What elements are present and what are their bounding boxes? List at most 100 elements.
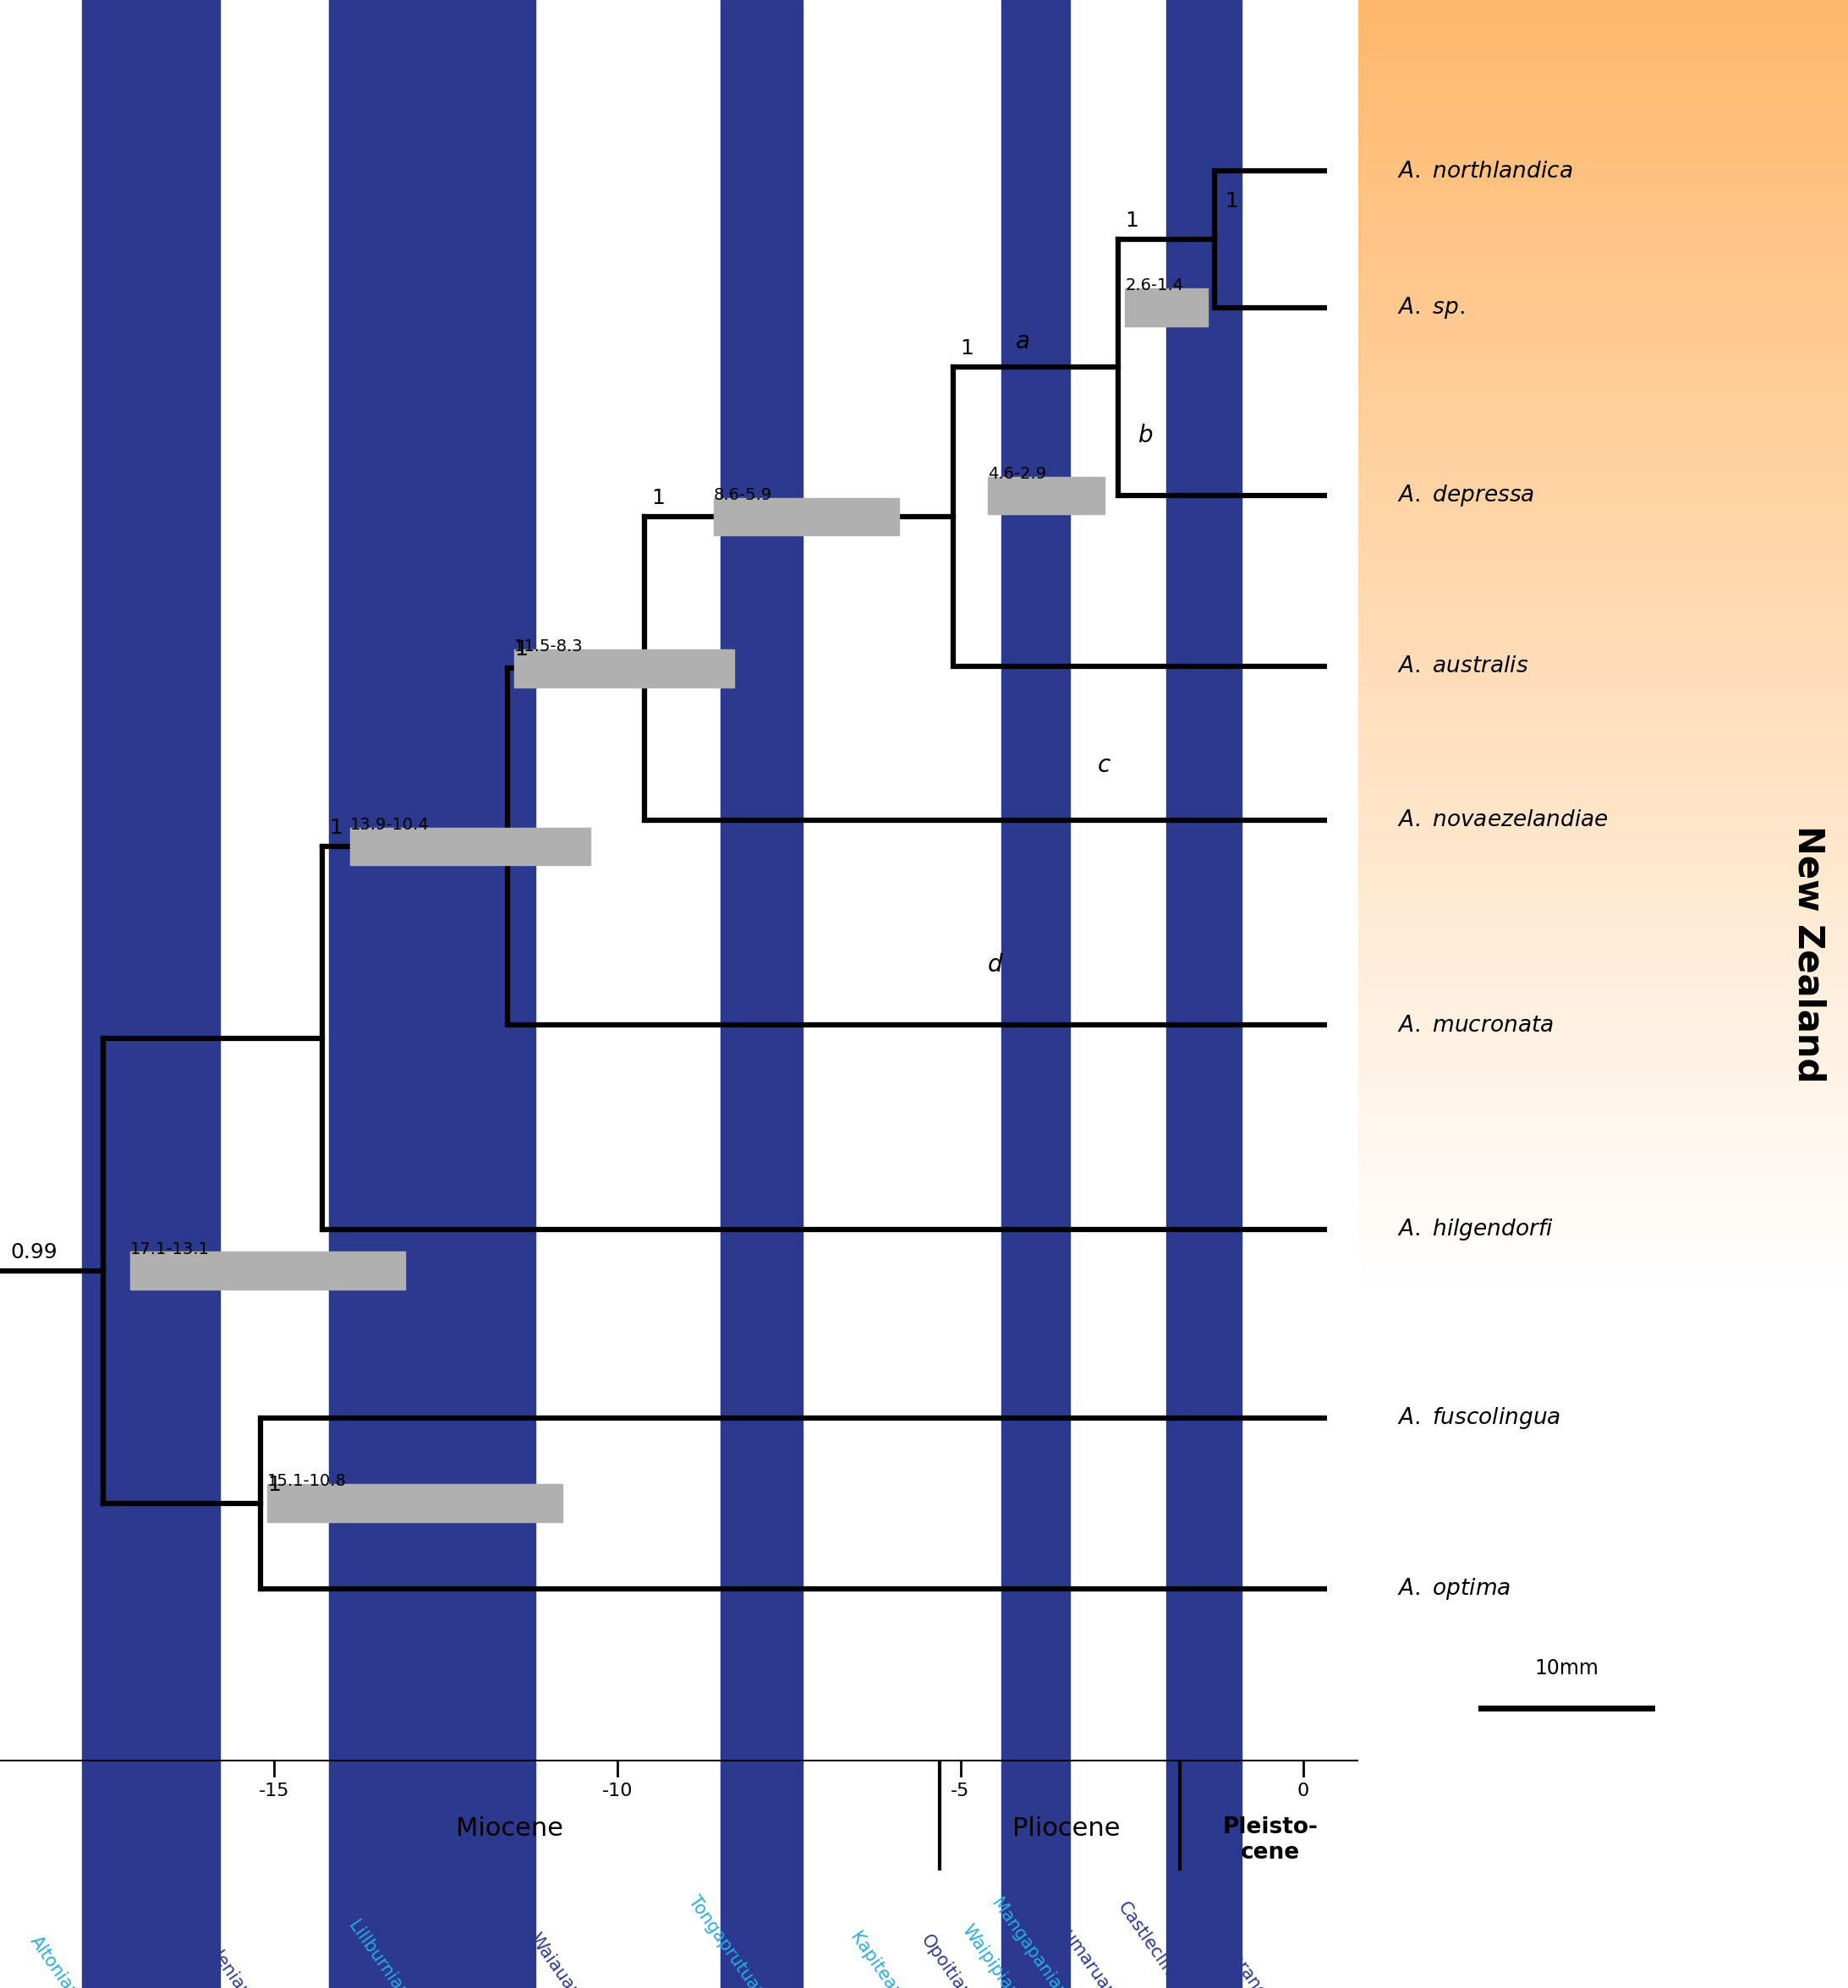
- Bar: [1358, 1123, 1848, 1133]
- Bar: [1358, 248, 1848, 258]
- Bar: [1358, 298, 1848, 308]
- Bar: [1358, 139, 1848, 149]
- Bar: [1358, 1600, 1848, 1610]
- Bar: [1358, 845, 1848, 855]
- Bar: [1358, 1382, 1848, 1392]
- Bar: [1358, 239, 1848, 248]
- Bar: [1358, 119, 1848, 129]
- Bar: [1358, 219, 1848, 229]
- Bar: [1358, 1779, 1848, 1789]
- Bar: [1002, 0, 1070, 1759]
- Bar: [1358, 89, 1848, 99]
- Bar: [1358, 1531, 1848, 1541]
- Bar: [1358, 1233, 1848, 1242]
- Bar: [1358, 666, 1848, 676]
- Bar: [1358, 457, 1848, 467]
- Bar: [721, 0, 802, 1759]
- Bar: [1358, 1451, 1848, 1461]
- Bar: [1358, 0, 1848, 10]
- Text: 15.1-10.8: 15.1-10.8: [268, 1473, 347, 1489]
- Bar: [1358, 1859, 1848, 1869]
- Bar: [1358, 1680, 1848, 1690]
- Bar: [1358, 1421, 1848, 1431]
- Bar: [1358, 1511, 1848, 1521]
- Text: $\it{A.\ novaezelandiae}$: $\it{A.\ novaezelandiae}$: [1397, 809, 1610, 831]
- Bar: [1358, 775, 1848, 785]
- Bar: [1358, 1889, 1848, 1899]
- Bar: [1358, 368, 1848, 378]
- Bar: [1358, 437, 1848, 447]
- Bar: [1358, 1839, 1848, 1849]
- Bar: [83, 0, 220, 1759]
- Bar: [1358, 348, 1848, 358]
- Bar: [1358, 497, 1848, 507]
- Text: Opoitian: Opoitian: [917, 1932, 974, 1988]
- Bar: [1358, 1899, 1848, 1908]
- Bar: [1358, 835, 1848, 845]
- Bar: [1358, 1571, 1848, 1580]
- Text: -15: -15: [259, 1781, 290, 1799]
- Bar: [1358, 686, 1848, 696]
- Bar: [1358, 646, 1848, 656]
- Bar: [1358, 338, 1848, 348]
- Bar: [1358, 1710, 1848, 1720]
- Bar: [1358, 755, 1848, 765]
- Text: Pliocene: Pliocene: [1013, 1817, 1120, 1841]
- Bar: [721, 1759, 802, 1988]
- Bar: [1358, 606, 1848, 616]
- Bar: [1358, 1849, 1848, 1859]
- Bar: [1358, 547, 1848, 557]
- Bar: [1358, 159, 1848, 169]
- Bar: [1358, 209, 1848, 219]
- Text: 1: 1: [514, 640, 529, 660]
- Bar: [1358, 80, 1848, 89]
- Bar: [1358, 865, 1848, 875]
- Bar: [1358, 30, 1848, 40]
- Bar: [1358, 318, 1848, 328]
- Bar: [1358, 179, 1848, 189]
- Bar: [1358, 1928, 1848, 1938]
- Text: Nukumaruan: Nukumaruan: [1039, 1901, 1118, 1988]
- Text: $\it{A.\ northlandica}$: $\it{A.\ northlandica}$: [1397, 161, 1573, 181]
- Bar: [1358, 358, 1848, 368]
- Bar: [1358, 1153, 1848, 1163]
- Bar: [1358, 1203, 1848, 1213]
- Bar: [1358, 586, 1848, 596]
- Bar: [1358, 1551, 1848, 1561]
- Text: $\it{A.\ hilgendorfi}$: $\it{A.\ hilgendorfi}$: [1397, 1217, 1554, 1242]
- Bar: [1358, 1471, 1848, 1481]
- Bar: [1358, 378, 1848, 388]
- Text: 0: 0: [1297, 1781, 1310, 1799]
- Bar: [1358, 1044, 1848, 1054]
- Bar: [1358, 1720, 1848, 1730]
- Bar: [1358, 1093, 1848, 1103]
- Bar: [1358, 1282, 1848, 1292]
- Text: 10mm: 10mm: [1534, 1658, 1599, 1678]
- Text: New Zealand: New Zealand: [1791, 825, 1826, 1083]
- Bar: [1358, 1491, 1848, 1501]
- Bar: [1358, 1292, 1848, 1302]
- Bar: [1358, 1590, 1848, 1600]
- Bar: [1358, 537, 1848, 547]
- Bar: [1358, 626, 1848, 636]
- Bar: [1358, 1879, 1848, 1889]
- Bar: [1358, 1640, 1848, 1650]
- Text: 1: 1: [652, 487, 665, 509]
- Bar: [1358, 1262, 1848, 1272]
- Bar: [1166, 1759, 1242, 1988]
- Bar: [1358, 596, 1848, 606]
- Text: 1: 1: [961, 338, 974, 358]
- Bar: [1358, 109, 1848, 119]
- Bar: [1358, 944, 1848, 954]
- Bar: [1358, 1431, 1848, 1441]
- Bar: [1358, 1133, 1848, 1143]
- Bar: [1358, 1809, 1848, 1819]
- Bar: [1358, 1869, 1848, 1879]
- Bar: [1358, 736, 1848, 746]
- Bar: [1358, 1302, 1848, 1312]
- Bar: [349, 827, 590, 865]
- Bar: [514, 650, 734, 688]
- Bar: [1358, 50, 1848, 60]
- Bar: [1358, 278, 1848, 288]
- Bar: [1358, 268, 1848, 278]
